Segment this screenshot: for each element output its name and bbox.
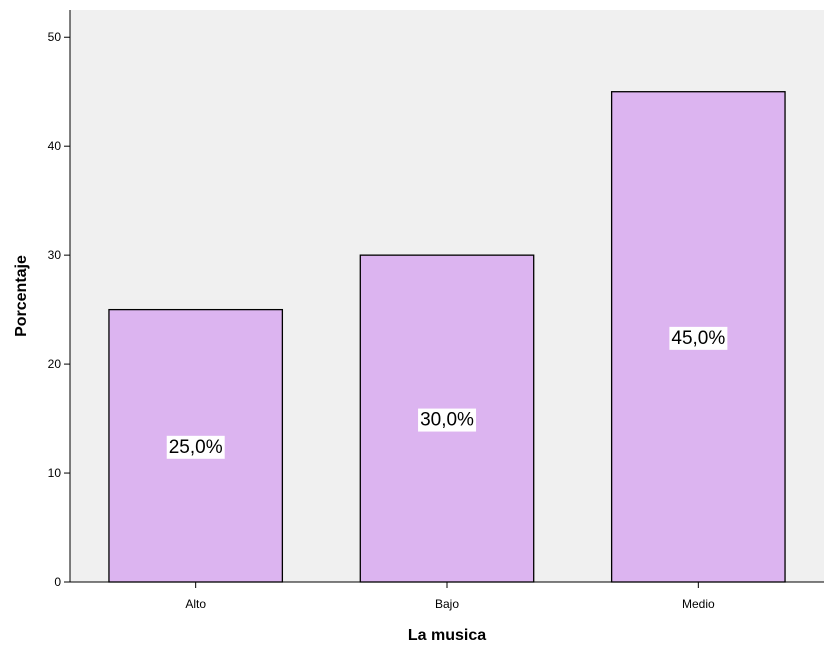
y-tick-label: 20 (48, 357, 62, 371)
x-axis-ticks: Alto Bajo Medio (185, 582, 715, 611)
data-label: 30,0% (418, 408, 477, 432)
x-tick-label: Bajo (435, 597, 459, 611)
x-tick-label: Medio (682, 597, 715, 611)
y-tick-label: 40 (48, 139, 62, 153)
data-label: 45,0% (669, 326, 728, 350)
y-tick-label: 30 (48, 248, 62, 262)
y-axis-ticks: 0 10 20 30 40 50 (48, 30, 70, 589)
y-tick-label: 50 (48, 30, 62, 44)
y-tick-label: 10 (48, 466, 62, 480)
data-labels-group: 25,0% 30,0% 45,0% (166, 326, 728, 459)
data-label-box (669, 326, 728, 350)
data-label-box (166, 435, 225, 459)
data-label: 25,0% (166, 435, 225, 459)
x-axis-title: La musica (408, 627, 486, 644)
data-label-text: 25,0% (169, 437, 223, 458)
data-label-box (418, 408, 477, 432)
y-axis-title: Porcentaje (13, 255, 30, 337)
data-label-text: 45,0% (671, 328, 725, 349)
x-tick-label: Alto (185, 597, 206, 611)
data-label-text: 30,0% (420, 410, 474, 431)
y-tick-label: 0 (54, 575, 61, 589)
